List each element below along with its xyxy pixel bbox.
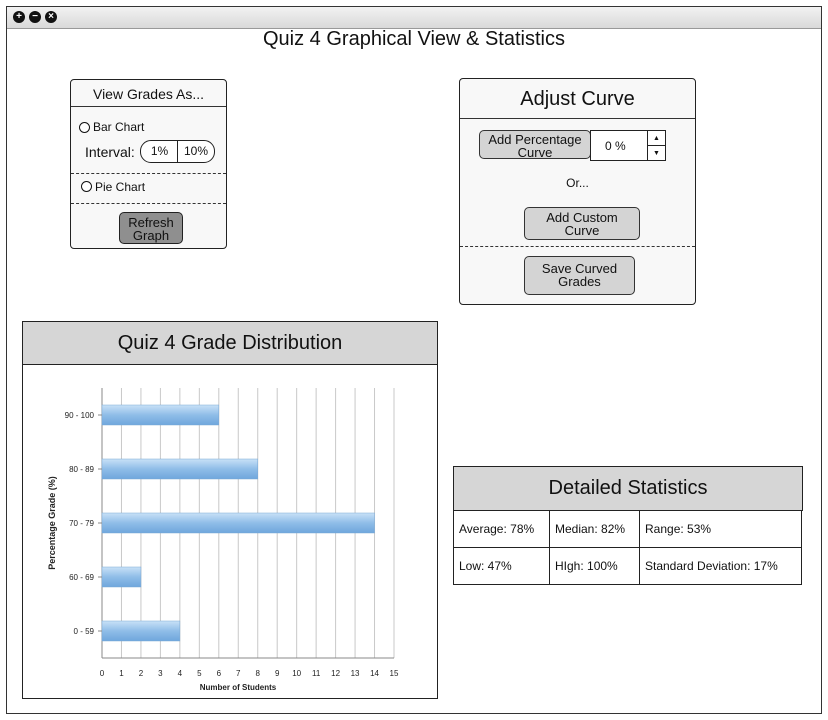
y-tick-label: 60 - 69 [69, 573, 94, 582]
x-tick-label: 15 [390, 669, 399, 678]
x-tick-label: 10 [292, 669, 301, 678]
stat-high: HIgh: 100% [549, 547, 640, 585]
percentage-stepper[interactable]: 0 % ▲ ▼ [590, 130, 666, 161]
x-tick-label: 2 [139, 669, 144, 678]
add-percentage-curve-button[interactable]: Add Percentage Curve [479, 130, 591, 159]
pie-chart-label: Pie Chart [95, 180, 146, 194]
bar [101, 404, 220, 426]
section-divider [71, 203, 226, 204]
interval-divider [177, 141, 178, 162]
title-bar: + − × [7, 7, 821, 29]
bar [101, 458, 258, 480]
interval-label: Interval: [85, 144, 135, 160]
x-tick-label: 8 [256, 669, 261, 678]
percentage-value: 0 % [605, 139, 626, 153]
statistics-table: Average: 78% Median: 82% Range: 53% Low:… [453, 510, 802, 585]
zoom-icon[interactable]: × [45, 11, 57, 23]
stat-low: Low: 47% [453, 547, 550, 585]
stat-average: Average: 78% [453, 510, 550, 548]
stepper-down-button[interactable]: ▼ [647, 146, 665, 161]
y-tick-label: 0 - 59 [74, 627, 95, 636]
x-tick-label: 3 [158, 669, 163, 678]
x-tick-label: 5 [197, 669, 202, 678]
table-row: Average: 78% Median: 82% Range: 53% [453, 510, 802, 548]
x-tick-label: 11 [312, 669, 321, 678]
stepper-up-button[interactable]: ▲ [647, 131, 665, 146]
distribution-title: Quiz 4 Grade Distribution [117, 332, 343, 354]
x-tick-label: 12 [331, 669, 340, 678]
adjust-curve-title: Adjust Curve [520, 88, 635, 110]
y-tick-label: 80 - 89 [69, 465, 94, 474]
section-divider [71, 173, 226, 174]
view-grades-panel: View Grades As... Bar Chart Interval: 1%… [70, 79, 227, 249]
bar [101, 566, 142, 588]
grade-distribution-panel: Quiz 4 Grade Distribution 0 1 2 3 4 5 6 7 8 9 10 11… [22, 321, 438, 699]
bar-chart-label: Bar Chart [93, 120, 145, 134]
statistics-header: Detailed Statistics [453, 466, 803, 511]
x-tick-label: 14 [370, 669, 379, 678]
bar [101, 620, 181, 642]
distribution-header: Quiz 4 Grade Distribution [23, 322, 437, 365]
refresh-graph-button[interactable]: Refresh Graph [119, 212, 183, 244]
y-axis-title: Percentage Grade (%) [47, 476, 57, 570]
bar-chart-radio[interactable] [79, 122, 90, 133]
x-tick-label: 6 [217, 669, 222, 678]
x-axis-title: Number of Students [200, 683, 277, 692]
x-tick-label: 7 [236, 669, 241, 678]
header-divider [460, 118, 695, 119]
interval-toggle[interactable]: 1% 10% [140, 140, 215, 163]
interval-option-10[interactable]: 10% [183, 144, 209, 158]
stat-range: Range: 53% [639, 510, 802, 548]
statistics-title: Detailed Statistics [548, 477, 708, 499]
section-divider [460, 246, 695, 247]
bar [101, 512, 375, 534]
close-icon[interactable]: + [13, 11, 25, 23]
save-curved-grades-button[interactable]: Save Curved Grades [524, 256, 635, 295]
x-tick-label: 0 [100, 669, 105, 678]
interval-option-1[interactable]: 1% [150, 144, 169, 158]
x-tick-label: 13 [351, 669, 360, 678]
view-grades-header: View Grades As... [92, 86, 204, 102]
x-tick-label: 9 [275, 669, 280, 678]
add-custom-curve-button[interactable]: Add Custom Curve [524, 207, 640, 240]
pie-chart-radio[interactable] [81, 181, 92, 192]
or-label: Or... [566, 176, 589, 190]
x-tick-label: 1 [119, 669, 124, 678]
stat-std-dev: Standard Deviation: 17% [639, 547, 802, 585]
table-row: Low: 47% HIgh: 100% Standard Deviation: … [453, 547, 802, 585]
page-title: Quiz 4 Graphical View & Statistics [263, 28, 565, 50]
minimize-icon[interactable]: − [29, 11, 41, 23]
x-tick-label: 4 [178, 669, 183, 678]
adjust-curve-panel: Adjust Curve Add Percentage Curve 0 % ▲ … [459, 78, 696, 305]
header-divider [71, 106, 226, 107]
y-tick-label: 90 - 100 [65, 411, 95, 420]
y-tick-label: 70 - 79 [69, 519, 94, 528]
stat-median: Median: 82% [549, 510, 640, 548]
